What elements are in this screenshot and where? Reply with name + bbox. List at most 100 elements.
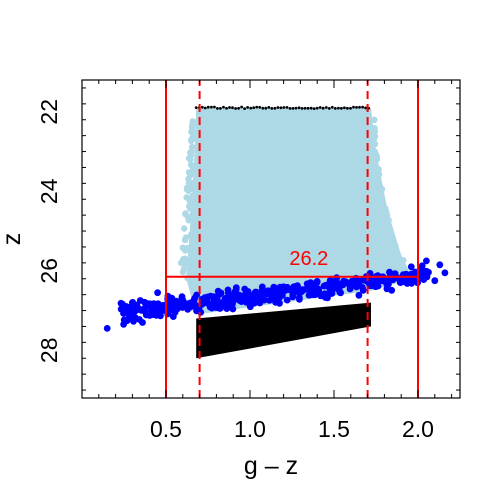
- x-tick-label: 2.0: [402, 416, 434, 442]
- y-tick-label: 26: [36, 258, 62, 284]
- blue-point: [308, 291, 316, 298]
- x-axis-label: g – z: [244, 452, 298, 480]
- black-point: [327, 107, 331, 110]
- black-point: [240, 105, 244, 109]
- light-point: [388, 240, 395, 247]
- blue-point: [296, 295, 303, 303]
- black-point: [249, 106, 253, 110]
- light-point: [185, 203, 193, 210]
- blue-point: [346, 281, 354, 289]
- blue-point: [340, 280, 348, 288]
- blue-point: [267, 291, 274, 298]
- blue-point: [276, 299, 283, 307]
- black-point: [321, 106, 325, 110]
- light-point: [373, 153, 381, 160]
- blue-point: [324, 294, 331, 302]
- black-point: [306, 106, 310, 110]
- blue-point: [246, 303, 254, 311]
- light-point: [188, 148, 195, 155]
- black-point: [228, 106, 231, 109]
- black-point: [346, 106, 349, 110]
- light-point: [179, 244, 186, 251]
- blue-point: [243, 291, 251, 299]
- black-point: [288, 107, 292, 110]
- light-points-region: [186, 107, 413, 315]
- blue-point: [407, 263, 415, 271]
- blue-point: [128, 313, 135, 321]
- light-point: [375, 197, 382, 205]
- light-point: [181, 260, 188, 267]
- blue-point: [170, 307, 178, 314]
- black-point: [300, 107, 304, 110]
- blue-point: [258, 286, 266, 294]
- light-point: [371, 135, 378, 142]
- black-point: [364, 106, 367, 110]
- blue-point: [420, 276, 428, 283]
- black-point: [330, 105, 334, 109]
- light-point: [387, 233, 394, 241]
- light-point: [189, 166, 197, 173]
- y-axis-label: z: [0, 233, 26, 246]
- black-point: [297, 106, 301, 110]
- blue-point: [219, 301, 227, 309]
- light-point: [374, 216, 382, 223]
- blue-point: [330, 284, 338, 292]
- light-point: [389, 245, 397, 252]
- blue-point: [320, 282, 328, 290]
- blue-point: [157, 312, 164, 320]
- axis-ticks: [82, 80, 460, 398]
- black-point: [282, 106, 286, 109]
- blue-point: [274, 289, 282, 296]
- light-point: [379, 254, 386, 262]
- blue-point: [441, 269, 449, 277]
- blue-point: [206, 303, 214, 311]
- blue-point: [119, 300, 126, 308]
- black-point: [273, 106, 277, 110]
- blue-point: [295, 285, 302, 292]
- black-point: [315, 106, 319, 110]
- light-point: [371, 140, 379, 148]
- light-point: [375, 166, 382, 173]
- blue-point: [120, 310, 127, 317]
- blue-point: [359, 286, 367, 294]
- blue-point: [129, 299, 136, 306]
- light-point: [374, 171, 382, 178]
- blue-point: [410, 276, 417, 284]
- black-point: [234, 107, 238, 110]
- black-point: [213, 105, 216, 109]
- black-point: [343, 106, 346, 110]
- y-tick-label: 28: [36, 338, 62, 364]
- blue-point: [199, 300, 206, 308]
- black-point: [194, 106, 198, 109]
- blue-point: [214, 287, 222, 295]
- light-point: [371, 225, 379, 233]
- blue-point: [141, 307, 149, 315]
- light-point: [375, 181, 383, 188]
- light-point: [188, 231, 195, 238]
- y-tick-label: 22: [36, 99, 62, 125]
- black-point: [255, 105, 259, 109]
- blue-point: [149, 307, 157, 314]
- black-point: [216, 107, 219, 110]
- black-point: [340, 106, 343, 110]
- light-point: [377, 260, 384, 268]
- blue-point: [431, 277, 439, 285]
- blue-point: [229, 299, 237, 307]
- light-point: [185, 179, 193, 187]
- light-point: [383, 222, 390, 229]
- black-point: [270, 107, 274, 110]
- light-point: [183, 186, 191, 193]
- light-point: [382, 214, 389, 221]
- light-point: [373, 267, 380, 274]
- black-point: [285, 106, 289, 109]
- black-point: [355, 106, 358, 109]
- x-tick-label: 0.5: [150, 416, 182, 442]
- light-point: [391, 254, 398, 261]
- black-point: [203, 106, 207, 110]
- black-point: [206, 105, 210, 109]
- black-point: [261, 106, 265, 110]
- light-point: [189, 244, 196, 251]
- blue-point: [337, 289, 344, 297]
- black-point: [361, 105, 364, 109]
